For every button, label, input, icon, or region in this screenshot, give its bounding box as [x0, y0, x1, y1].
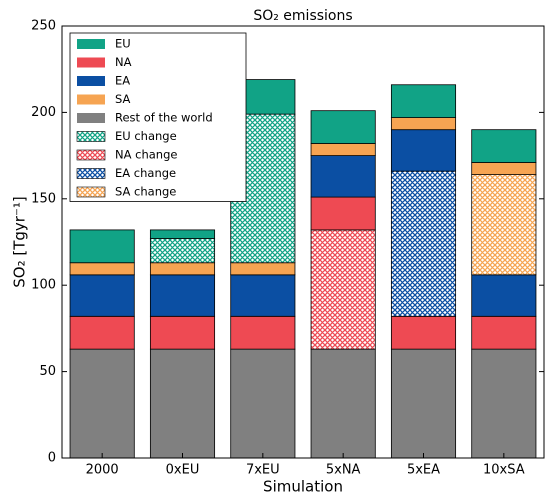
bar-segment	[310, 110, 376, 144]
legend-swatch	[76, 131, 106, 142]
bar-segment	[69, 229, 135, 264]
bar-segment	[471, 274, 537, 317]
legend-label: SA	[115, 92, 131, 106]
bar-segment	[390, 117, 457, 131]
legend-label: SA change	[115, 185, 176, 199]
bar-segment	[471, 315, 537, 350]
chart-title: SO₂ emissions	[253, 8, 352, 24]
bar-segment	[310, 143, 376, 156]
legend-swatch	[77, 94, 105, 105]
bar-segment	[149, 348, 216, 459]
x-tick-label: 0xEU	[166, 463, 200, 478]
bar-segment	[310, 196, 376, 231]
legend-swatch	[76, 149, 106, 161]
legend-swatch	[77, 39, 105, 49]
bar-segment	[390, 84, 457, 118]
bar-segment	[69, 262, 135, 276]
bar-segment	[310, 155, 376, 198]
plot-frame	[61, 25, 545, 459]
legend-swatch	[77, 57, 105, 68]
bar-segment	[230, 274, 296, 317]
y-tick-label: 50	[39, 364, 56, 379]
x-axis-label: Simulation	[263, 478, 343, 496]
bar-segment	[149, 262, 216, 276]
x-tick-label: 5xEA	[407, 463, 440, 478]
bar-segment	[149, 315, 216, 350]
bar-segment	[69, 315, 135, 350]
y-tick-label: 200	[31, 105, 56, 120]
bar-segment	[230, 348, 296, 459]
bar-segment	[69, 348, 135, 459]
y-tick-label: 0	[48, 451, 56, 466]
legend-swatch	[77, 113, 105, 123]
bar-segment	[149, 238, 216, 264]
bar-segment	[149, 229, 216, 239]
bar-segment	[230, 262, 296, 276]
y-tick-label: 150	[31, 191, 56, 206]
bar-segment	[390, 129, 457, 172]
legend-label: EU	[115, 37, 131, 51]
bar-segment	[149, 274, 216, 317]
y-axis-label: SO₂ [Tgyr⁻¹]	[11, 196, 29, 287]
bar-segment	[390, 170, 457, 317]
legend-swatch	[76, 168, 106, 179]
bar-segment	[230, 315, 296, 350]
x-tick-label: 2000	[86, 463, 119, 478]
legend-label: Rest of the world	[115, 111, 213, 125]
legend-label: NA change	[115, 148, 177, 162]
bar-segment	[471, 129, 537, 163]
legend-label: NA	[115, 55, 132, 69]
bar-segment	[310, 229, 376, 350]
legend-swatch	[77, 76, 105, 86]
bar-segment	[471, 348, 537, 459]
x-tick-label: 7xEU	[246, 463, 280, 478]
bar-segment	[471, 174, 537, 276]
legend-label: EA change	[115, 166, 176, 180]
x-tick-label: 10xSA	[483, 463, 525, 478]
bar-segment	[471, 162, 537, 176]
bar-segment	[390, 348, 457, 459]
legend-label: EU change	[115, 129, 177, 143]
legend-label: EA	[115, 74, 130, 88]
bar-segment	[69, 274, 135, 317]
bar-segment	[390, 315, 457, 350]
bar-segment	[310, 348, 376, 459]
y-tick-label: 100	[31, 278, 56, 293]
y-tick-label: 250	[31, 19, 56, 34]
legend-swatch	[76, 186, 106, 198]
x-tick-label: 5xNA	[326, 463, 361, 478]
